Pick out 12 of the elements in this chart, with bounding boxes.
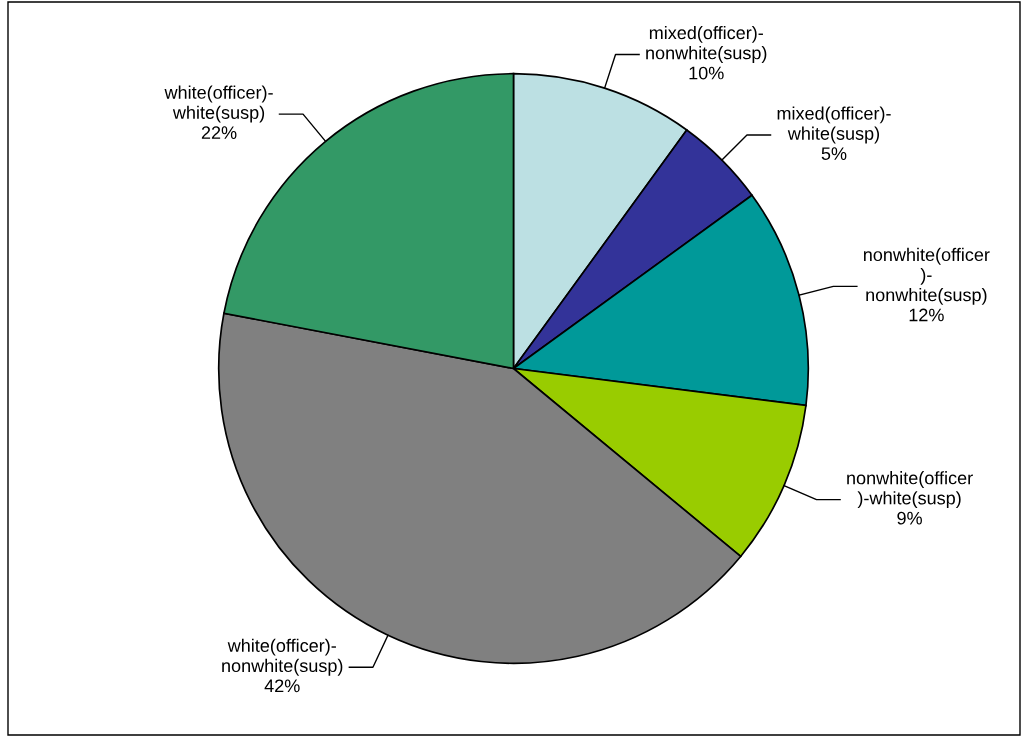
- data-label: 12%: [909, 308, 944, 322]
- data-label: 22%: [201, 126, 237, 139]
- slice-label: mixed(officer)- white(susp): [777, 106, 891, 144]
- data-label: 42%: [264, 679, 300, 693]
- slice-label: white(officer)- white(susp): [164, 85, 273, 123]
- slice-label: nonwhite(officer )-white(susp): [847, 471, 973, 509]
- slice-label: nonwhite(officer )- nonwhite(susp): [863, 247, 990, 305]
- data-label: 9%: [897, 511, 922, 525]
- data-label: 10%: [689, 66, 724, 80]
- slice-label: white(officer)- nonwhite(susp): [222, 638, 343, 676]
- slice-label: mixed(officer)- nonwhite(susp): [646, 25, 767, 63]
- data-label: 5%: [821, 147, 847, 160]
